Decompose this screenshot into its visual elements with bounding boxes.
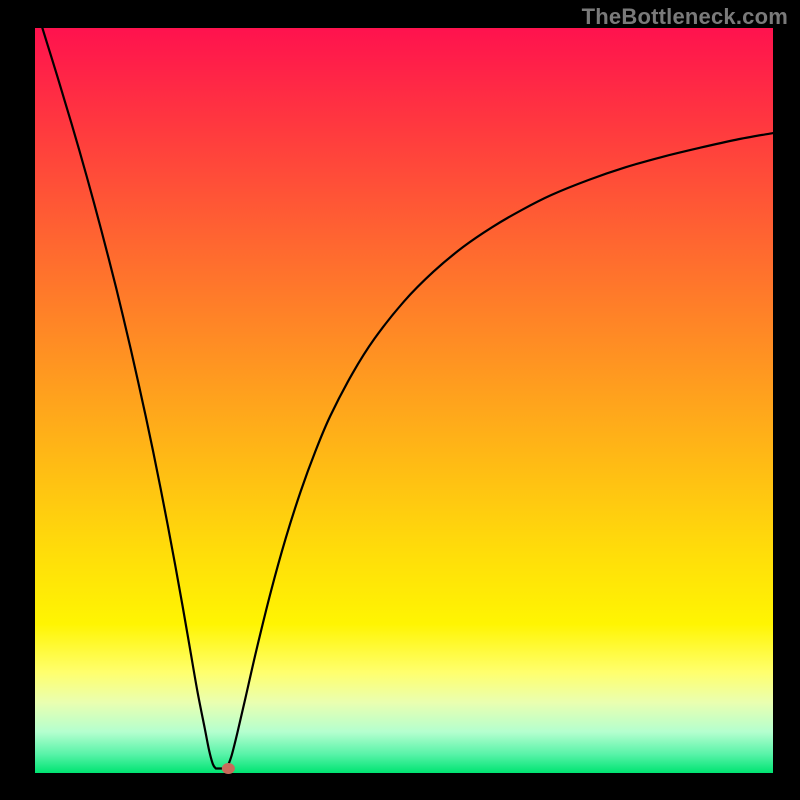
watermark-text: TheBottleneck.com [582,4,788,30]
bottleneck-chart [0,0,800,800]
plot-background [35,28,773,773]
minimum-marker [222,763,235,774]
chart-frame: TheBottleneck.com [0,0,800,800]
